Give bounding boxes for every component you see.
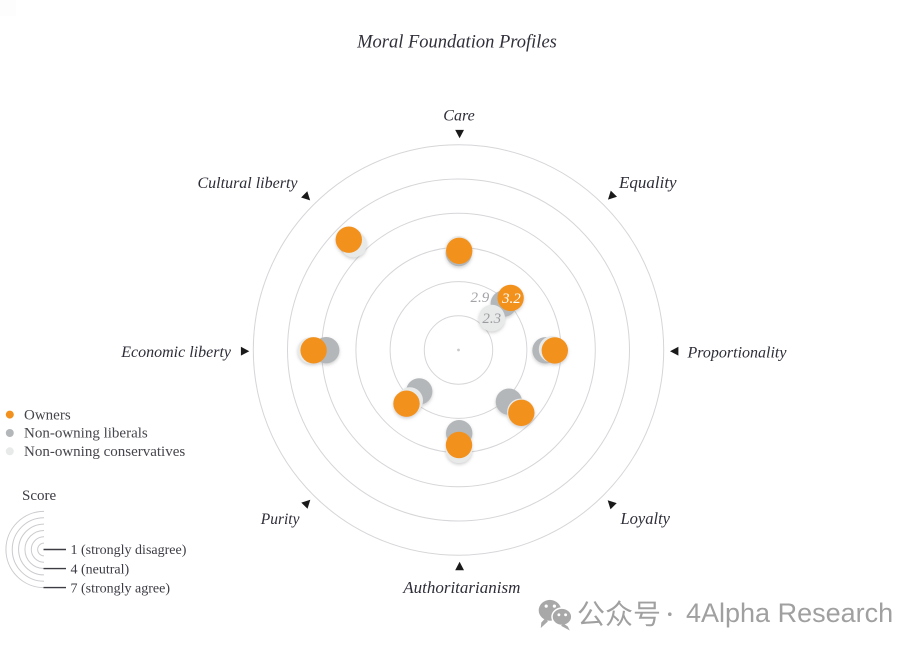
svg-text:Moral Foundation Profiles: Moral Foundation Profiles [356,33,557,53]
svg-text:Score: Score [22,488,56,504]
svg-text:Purity: Purity [260,511,300,528]
svg-text:7 (strongly agree): 7 (strongly agree) [71,581,171,596]
svg-text:Loyalty: Loyalty [620,509,671,528]
svg-text:Economic liberty: Economic liberty [120,344,232,361]
svg-text:2.9: 2.9 [471,290,490,306]
svg-text:Non-owning liberals: Non-owning liberals [24,426,148,442]
svg-text:4Alpha Research: 4Alpha Research [686,598,893,628]
svg-text:3.2: 3.2 [501,291,521,307]
svg-text:Care: Care [443,108,474,125]
svg-text:Proportionality: Proportionality [687,345,788,362]
svg-text:4 (neutral): 4 (neutral) [71,562,130,577]
svg-text:1 (strongly disagree): 1 (strongly disagree) [71,543,187,558]
svg-text:Owners: Owners [24,407,71,423]
svg-text:Cultural liberty: Cultural liberty [198,175,299,192]
svg-text:Non-owning conservatives: Non-owning conservatives [24,444,185,460]
svg-text:2.3: 2.3 [482,311,501,327]
svg-text:Authoritarianism: Authoritarianism [402,578,520,597]
svg-text:Equality: Equality [618,173,677,192]
